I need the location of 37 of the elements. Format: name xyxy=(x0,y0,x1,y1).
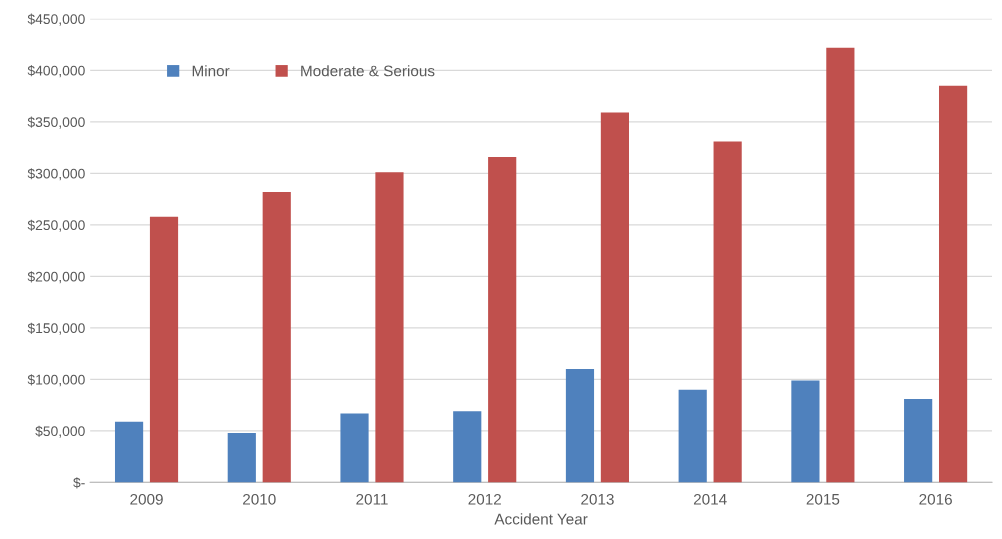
x-tick-label: 2015 xyxy=(806,493,840,505)
y-tick-label: $100,000 xyxy=(27,374,85,387)
x-tick-label: 2011 xyxy=(356,493,388,505)
x-axis-title: Accident Year xyxy=(494,513,588,525)
x-tick-label: 2009 xyxy=(130,493,163,505)
y-tick-label: $- xyxy=(73,477,85,489)
bar xyxy=(791,380,820,483)
y-tick-label: $300,000 xyxy=(27,168,85,181)
legend-label: Minor xyxy=(192,65,230,77)
bar xyxy=(488,156,517,483)
bar xyxy=(149,216,179,483)
bar xyxy=(713,141,742,483)
y-tick-label: $200,000 xyxy=(27,271,85,284)
bar xyxy=(114,421,144,483)
x-tick-label: 2012 xyxy=(468,493,501,505)
x-tick-label: 2014 xyxy=(693,493,727,505)
legend-label: Moderate & Serious xyxy=(301,65,435,77)
bar xyxy=(227,432,256,483)
y-tick-label: $250,000 xyxy=(27,219,85,232)
bar xyxy=(826,47,855,483)
y-tick-label: $450,000 xyxy=(27,13,85,26)
bar xyxy=(565,369,595,483)
x-tick-label: 2013 xyxy=(581,493,614,505)
bar xyxy=(678,389,707,483)
bar xyxy=(375,172,404,483)
y-tick-label: $150,000 xyxy=(27,322,85,335)
bar xyxy=(939,85,968,483)
y-tick-label: $350,000 xyxy=(27,116,85,129)
bar xyxy=(453,411,482,483)
bar xyxy=(904,398,933,483)
x-tick-label: 2010 xyxy=(243,493,276,505)
y-tick-label: $400,000 xyxy=(27,65,85,78)
bar xyxy=(340,413,369,483)
y-tick-label: $50,000 xyxy=(35,425,85,438)
bar xyxy=(600,112,630,483)
x-tick-label: 2016 xyxy=(919,493,952,505)
bar xyxy=(262,191,291,483)
